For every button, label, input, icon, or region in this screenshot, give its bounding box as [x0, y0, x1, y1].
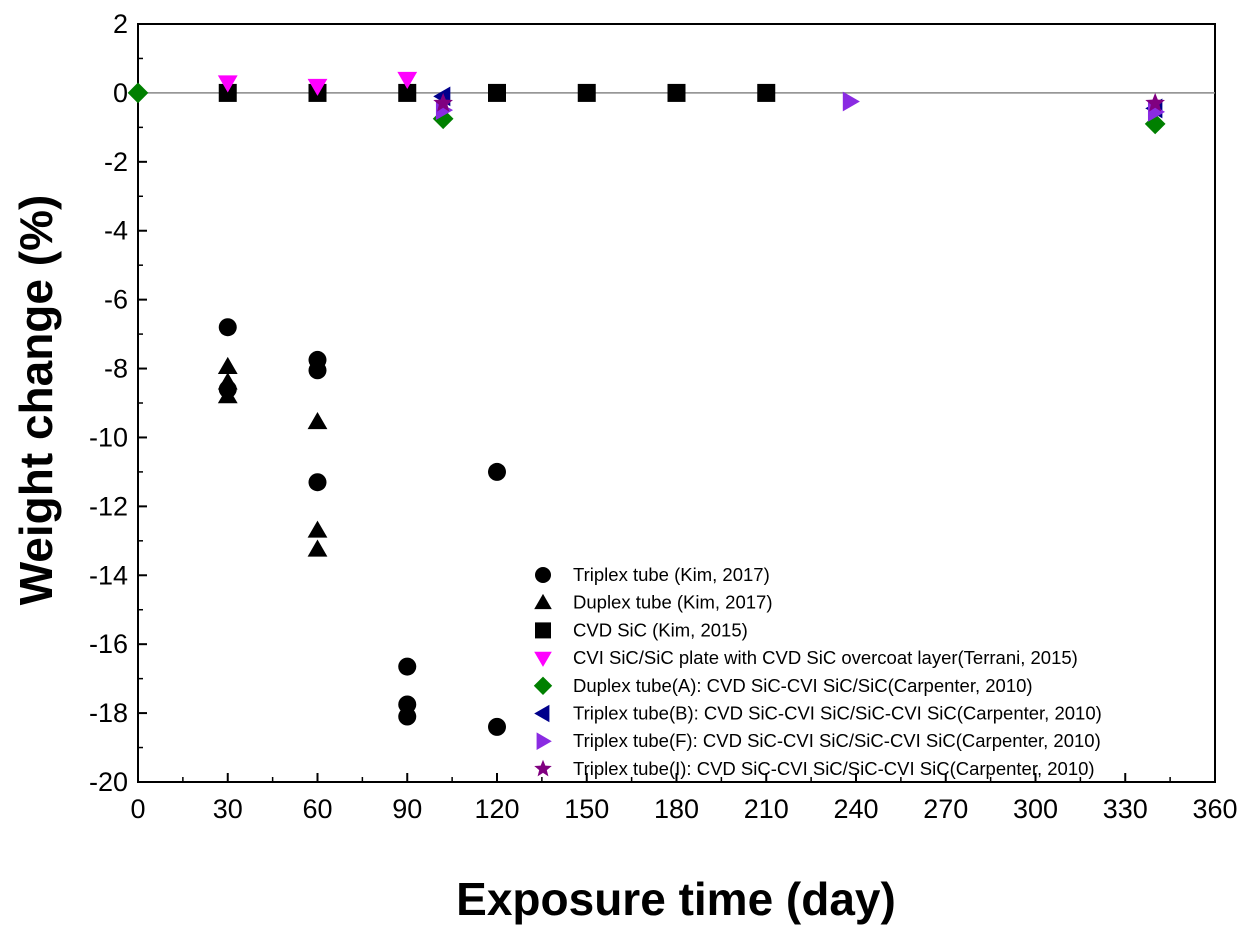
data-point: [218, 83, 237, 102]
data-point: [433, 92, 453, 112]
legend-item: Duplex tube (Kim, 2017): [534, 592, 773, 613]
x-tick-label: 150: [564, 794, 609, 824]
y-tick-label: -4: [104, 216, 128, 246]
y-tick-label: -14: [89, 560, 128, 590]
data-point: [398, 83, 417, 102]
legend-item: CVI SiC/SiC plate with CVD SiC overcoat …: [534, 647, 1078, 668]
data-point: [218, 318, 237, 337]
x-tick-label: 90: [392, 794, 422, 824]
data-point: [488, 83, 506, 102]
y-axis-label: Weight change (%): [10, 195, 62, 606]
data-point: [308, 473, 327, 492]
data-point: [1145, 92, 1166, 112]
legend-item: Triplex tube(I): CVD SiC-CVI SiC/SiC-CVI…: [534, 758, 1095, 779]
x-tick-label: 120: [474, 794, 519, 824]
y-tick-label: 2: [113, 9, 128, 39]
data-point: [308, 361, 327, 380]
legend-item: Triplex tube(F): CVD SiC-CVI SiC/SiC-CVI…: [536, 730, 1101, 751]
legend-marker: [534, 704, 550, 723]
y-tick-label: -8: [104, 354, 128, 384]
series-4: [127, 82, 1166, 135]
x-tick-label: 330: [1103, 794, 1148, 824]
y-tick-label: -16: [89, 629, 128, 659]
legend-label: Duplex tube (Kim, 2017): [573, 592, 773, 613]
legend-marker: [534, 593, 552, 610]
data-point: [307, 539, 328, 557]
legend-label: CVI SiC/SiC plate with CVD SiC overcoat …: [573, 647, 1078, 668]
x-tick-label: 0: [130, 794, 145, 824]
legend-label: Triplex tube (Kim, 2017): [573, 564, 770, 585]
legend-item: CVD SiC (Kim, 2015): [535, 619, 748, 640]
data-point: [398, 657, 417, 676]
x-axis-label: Exposure time (day): [456, 873, 896, 925]
data-point: [757, 83, 776, 102]
x-tick-label: 180: [654, 794, 699, 824]
legend-marker: [535, 622, 551, 639]
series-0: [218, 318, 506, 736]
data-point: [398, 707, 417, 726]
data-point: [307, 520, 328, 538]
data-point: [577, 83, 596, 102]
x-tick-label: 270: [923, 794, 968, 824]
legend-marker: [535, 567, 551, 583]
x-tick-label: 30: [213, 794, 243, 824]
y-tick-label: 0: [113, 78, 128, 108]
legend-item: Triplex tube (Kim, 2017): [535, 564, 770, 585]
series-3: [217, 71, 418, 96]
y-tick-label: -20: [89, 767, 128, 797]
axes: 0 30 60 90 120 150 180 210 240 270 300 330 360 2 0 -2 -4…: [89, 9, 1238, 824]
data-point: [217, 75, 238, 93]
data-point: [127, 82, 149, 104]
legend-item: Triplex tube(B): CVD SiC-CVI SiC/SiC-CVI…: [534, 703, 1102, 724]
y-tick-label: -2: [104, 147, 128, 177]
x-tick-label: 300: [1013, 794, 1058, 824]
legend-label: Triplex tube(I): CVD SiC-CVI SiC/SiC-CVI…: [573, 758, 1095, 779]
legend-item: Duplex tube(A): CVD SiC-CVI SiC/SiC(Carp…: [533, 675, 1033, 696]
legend-label: Triplex tube(F): CVD SiC-CVI SiC/SiC-CVI…: [573, 730, 1101, 751]
data-point: [488, 717, 506, 736]
y-tick-label: -18: [89, 698, 128, 728]
legend-marker: [534, 759, 552, 777]
legend-label: Duplex tube(A): CVD SiC-CVI SiC/SiC(Carp…: [573, 675, 1033, 696]
y-tick-label: -6: [104, 285, 128, 315]
data-point: [397, 71, 418, 90]
data-points: [127, 71, 1166, 736]
legend-marker: [533, 676, 553, 695]
x-tick-label: 240: [833, 794, 878, 824]
series-1: [217, 356, 328, 557]
series-6: [435, 91, 1166, 122]
legend-label: CVD SiC (Kim, 2015): [573, 619, 748, 640]
series-7: [433, 92, 1166, 112]
data-point: [488, 462, 506, 481]
x-tick-label: 210: [744, 794, 789, 824]
data-point: [217, 356, 238, 375]
data-point: [842, 91, 860, 112]
series-5: [433, 86, 1163, 119]
legend-label: Triplex tube(B): CVD SiC-CVI SiC/SiC-CVI…: [573, 703, 1102, 724]
series-2: [218, 83, 776, 102]
data-point: [217, 372, 238, 390]
data-point: [667, 83, 686, 102]
data-point: [432, 108, 454, 130]
legend: Triplex tube (Kim, 2017) Duplex tube (Kim…: [533, 564, 1102, 779]
x-tick-label: 60: [302, 794, 332, 824]
x-tick-label: 360: [1192, 794, 1237, 824]
legend-marker: [534, 651, 552, 667]
data-point: [217, 386, 238, 404]
y-tick-label: -10: [89, 422, 128, 452]
y-tick-label: -12: [89, 491, 128, 521]
plot-frame: [137, 23, 1216, 783]
data-point: [307, 412, 328, 430]
data-point: [307, 78, 328, 96]
legend-marker: [536, 732, 552, 750]
